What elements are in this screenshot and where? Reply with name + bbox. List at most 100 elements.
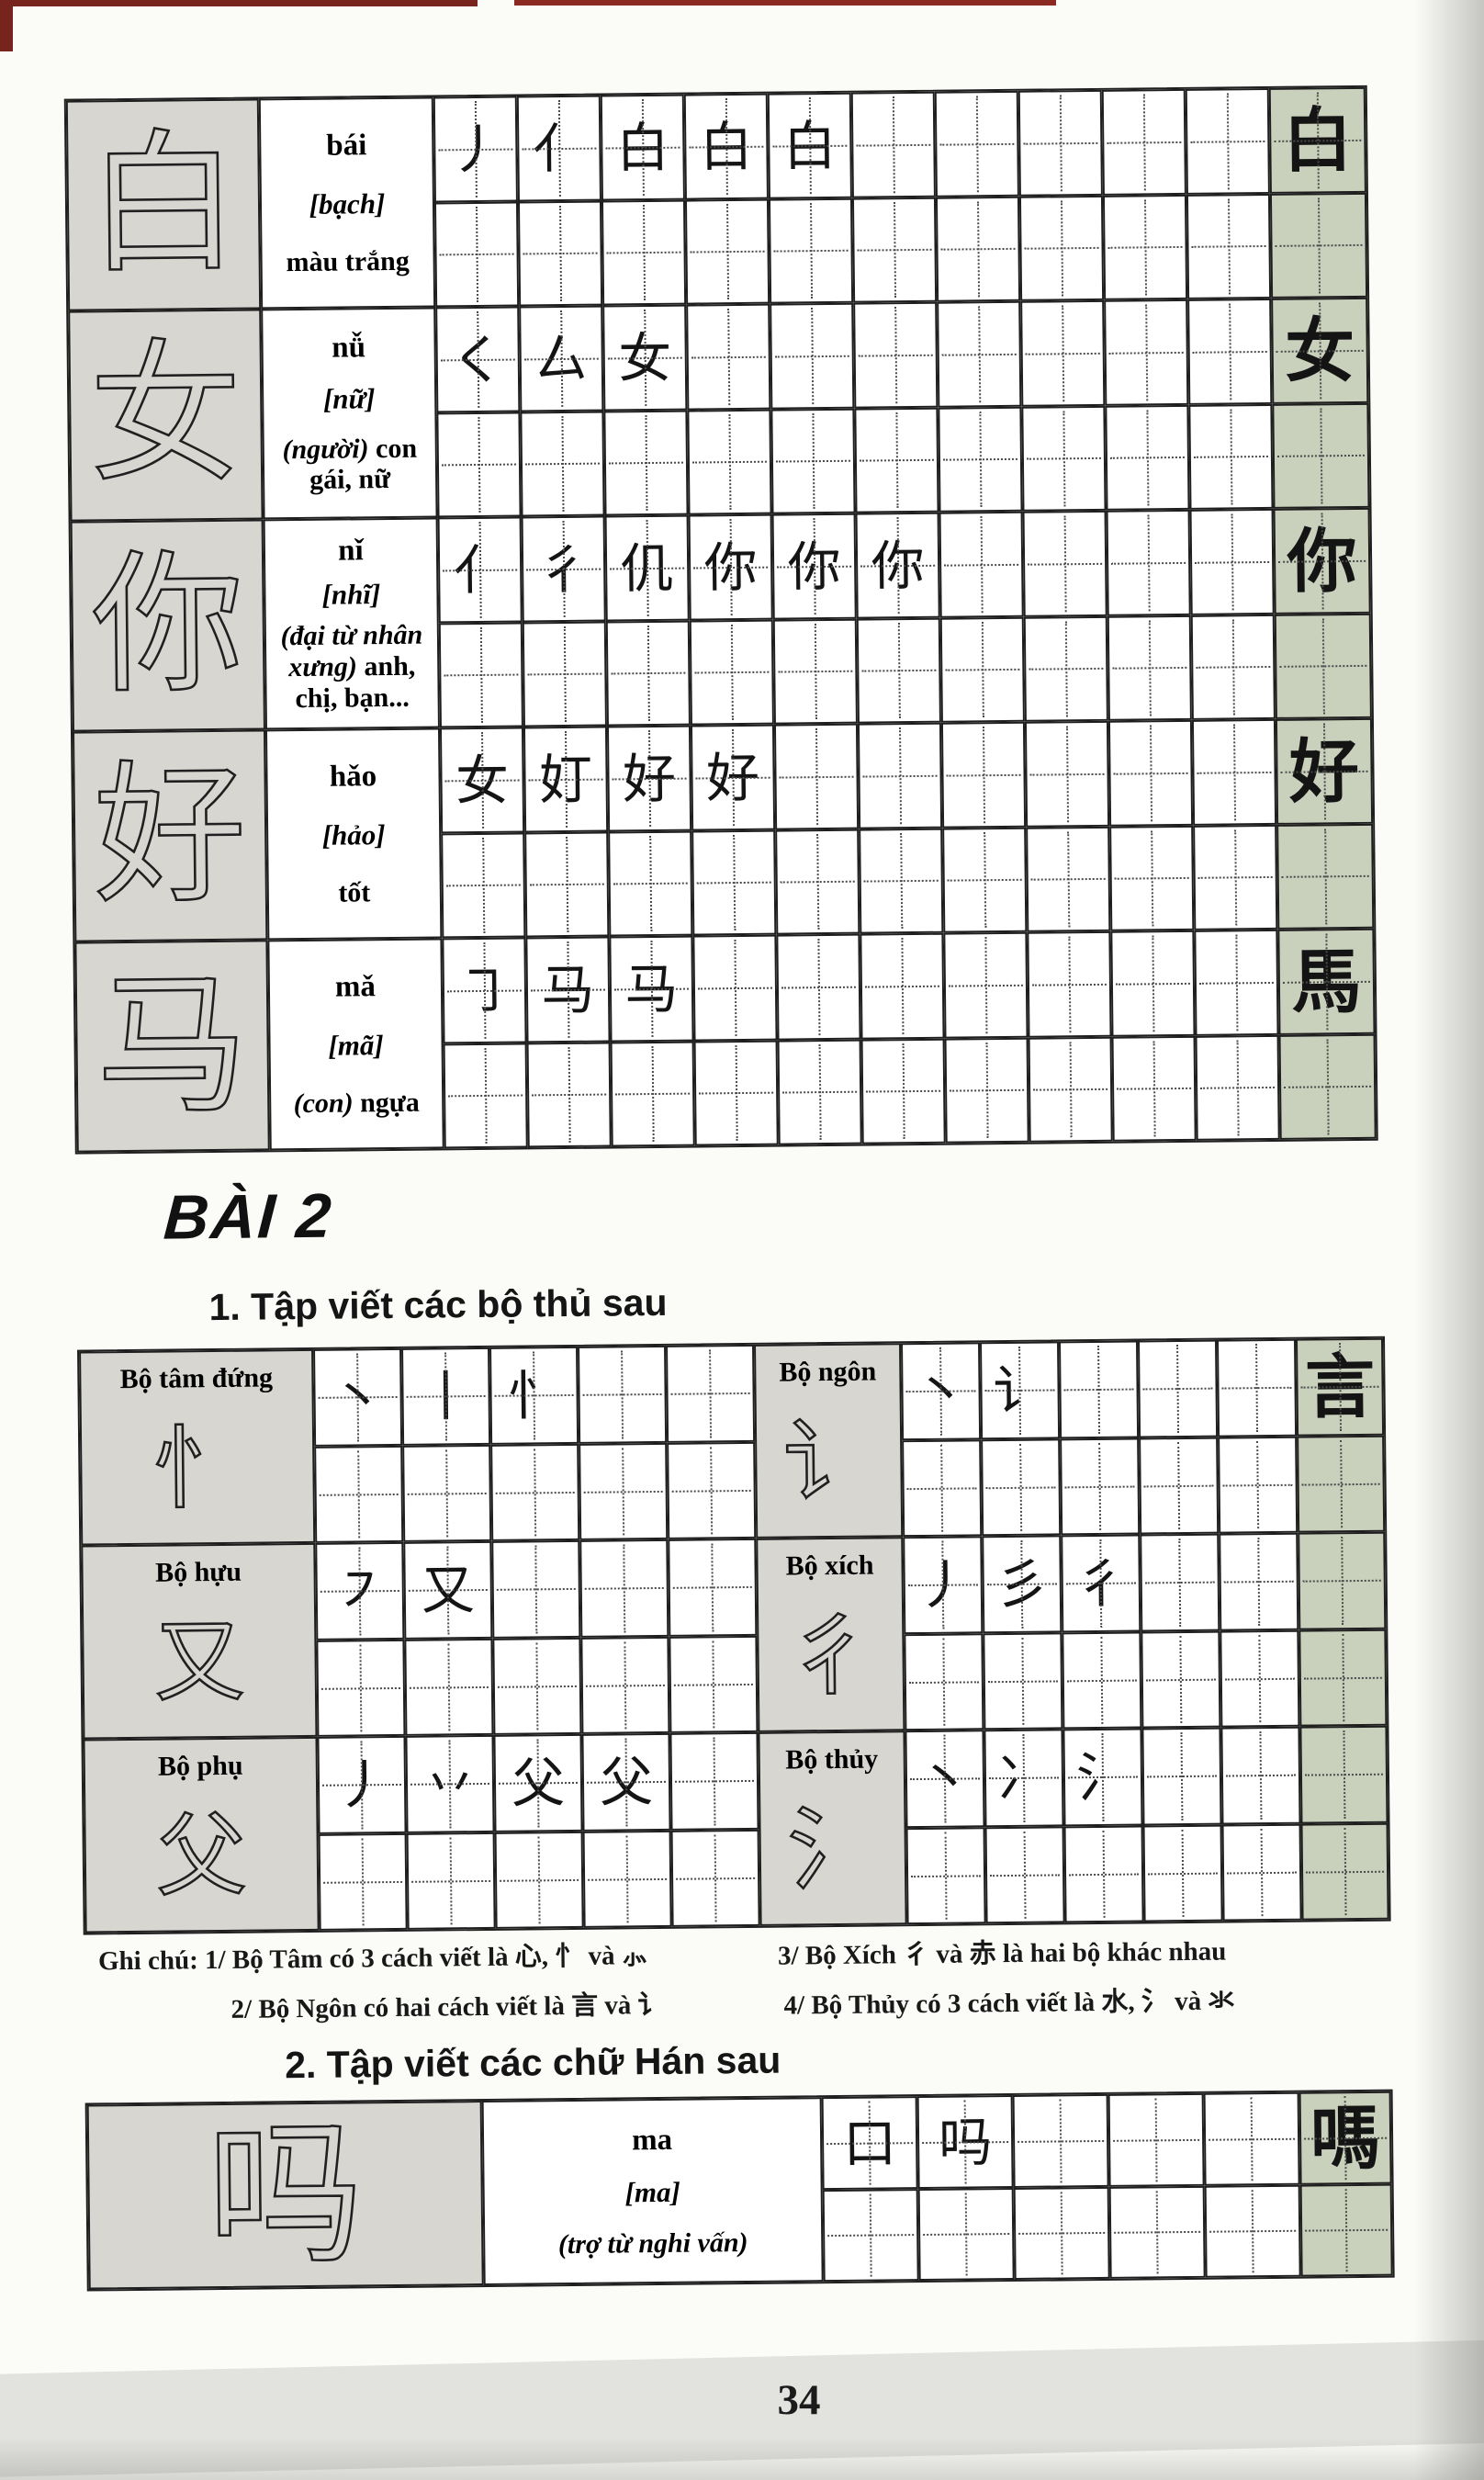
practice-cell (316, 1639, 406, 1737)
practice-cell (1193, 824, 1278, 930)
practice-cell (1140, 1533, 1220, 1632)
practice-cell (404, 1638, 494, 1736)
practice-cell (851, 197, 938, 303)
practice-cell (860, 1038, 946, 1144)
practice-cell (610, 1041, 695, 1147)
pronunciation-cell: mǎ [mã] (con) ngựa (267, 938, 444, 1151)
radical-glyph: 忄 (151, 1415, 244, 1523)
practice-cell (582, 1830, 672, 1928)
radical-label-cell: Bộ xích 彳 (756, 1537, 905, 1732)
practice-cell (1216, 1338, 1298, 1437)
practice-cell: 女 (439, 727, 525, 834)
practice-cell (1185, 87, 1270, 195)
practice-cell (1105, 404, 1190, 511)
practice-cell: 马 (525, 936, 611, 1043)
practice-cell (860, 932, 945, 1040)
pinyin-text: nǐ (337, 534, 364, 568)
practice-cell (1141, 1630, 1221, 1729)
model-character-cell: 言 (1295, 1337, 1385, 1437)
pronunciation-cell: hǎo [hảo] tốt (264, 727, 443, 941)
practice-cell: 白 (767, 92, 852, 199)
page-number: 34 (777, 2376, 821, 2424)
practice-cell (579, 1442, 669, 1540)
page-curl-shadow (1414, 0, 1484, 2480)
practice-cell (917, 2187, 1015, 2282)
practice-cell (601, 199, 687, 306)
radical-label-cell: Bộ tâm đứng 忄 (79, 1348, 316, 1546)
practice-cell: 白 (683, 93, 769, 200)
meaning-note: (con) (293, 1088, 354, 1119)
practice-cell: 丿 (903, 1536, 984, 1635)
practice-cell (772, 618, 858, 725)
model-practice-cell (1278, 1033, 1377, 1140)
practice-cell (939, 511, 1024, 618)
model-character-cell: 馬 (1277, 928, 1376, 1035)
radical-label-cell: Bộ hựu 又 (81, 1542, 318, 1740)
practice-cell (686, 303, 771, 411)
practice-cell (490, 1443, 580, 1541)
pinyin-text: bái (326, 128, 367, 163)
meaning-main: tốt (338, 877, 371, 908)
meaning-text: (người) con gái, nữ (272, 433, 429, 496)
practice-cell (670, 1829, 760, 1927)
practice-cell (402, 1444, 492, 1542)
practice-cell (1111, 1035, 1197, 1142)
sino-vietnamese-reading: [nhĩ] (321, 577, 381, 611)
radical-glyph: 氵 (786, 1796, 880, 1904)
model-practice-cell (1297, 1435, 1386, 1533)
model-character-cell (1298, 1531, 1387, 1630)
practice-cell (1062, 1631, 1142, 1730)
practice-cell: 你 (855, 512, 940, 619)
practice-cell: 奵 (523, 726, 609, 833)
section-2-heading: 2. Tập viết các chữ Hán sau (284, 2038, 781, 2087)
practice-cell: 丿 (433, 96, 518, 203)
practice-cell: 亻 (516, 95, 601, 202)
practice-cell (770, 302, 855, 410)
practice-cell (1017, 89, 1103, 197)
sino-vietnamese-reading: [nữ] (322, 382, 376, 416)
practice-cell (669, 1731, 759, 1831)
practice-cell: 丶 (905, 1730, 985, 1829)
sino-vietnamese-reading: [bạch] (309, 187, 386, 221)
practice-cell: 丿 (317, 1735, 407, 1834)
practice-cell (935, 196, 1021, 302)
practice-cell: 丶 (901, 1342, 982, 1441)
model-character-cell: 好 (1275, 717, 1374, 825)
practice-cell: 丷 (405, 1734, 495, 1833)
practice-cell (691, 829, 777, 936)
practice-cell (603, 410, 689, 516)
practice-cell (667, 1441, 757, 1539)
practice-cell (522, 621, 607, 727)
practice-cell (822, 2189, 919, 2283)
practice-cell (1109, 825, 1195, 931)
practice-cell: ㇆ (442, 937, 527, 1044)
practice-cell: 女 (602, 304, 688, 411)
note-line-4: 4/ Bộ Thủy có 3 cách viết là 水, 氵 và 氺 (783, 1986, 1235, 2021)
practice-cell (520, 411, 605, 517)
practice-cell (768, 197, 854, 304)
meaning-text: màu trắng (286, 246, 410, 278)
hanzi-cell: 白 (65, 98, 262, 311)
pinyin-text: nǚ (332, 331, 366, 365)
practice-cell (981, 1438, 1062, 1537)
model-practice-cell (1298, 1629, 1388, 1727)
practice-cell (668, 1538, 758, 1637)
radical-label-cell: Bộ ngôn 讠 (754, 1343, 904, 1539)
practice-cell: 你 (771, 513, 857, 620)
practice-cell: 丶 (313, 1347, 403, 1447)
radical-name: Bộ xích (785, 1550, 874, 1582)
practice-cell (669, 1635, 759, 1733)
note-line-1: Ghi chú: 1/ Bộ Tâm có 3 cách viết là 心, … (97, 1941, 648, 1977)
practice-cell (517, 200, 603, 307)
meaning-main: ngựa (359, 1087, 420, 1119)
practice-cell (692, 934, 778, 1042)
practice-cell (1204, 2184, 1301, 2278)
meaning-text: (trợ từ nghi vấn) (558, 2227, 748, 2260)
radical-practice-table: Bộ tâm đứng 忄丶丨忄 Bộ ngôn 讠丶讠言 Bộ hựu 又㇇又 Bộ xí… (77, 1336, 1391, 1935)
practice-cell (1024, 720, 1110, 828)
practice-cell (578, 1345, 668, 1444)
practice-cell: く (435, 306, 521, 413)
practice-cell: 厶 (519, 305, 604, 412)
practice-cell (1195, 1034, 1280, 1141)
model-character-cell (1299, 1725, 1388, 1824)
